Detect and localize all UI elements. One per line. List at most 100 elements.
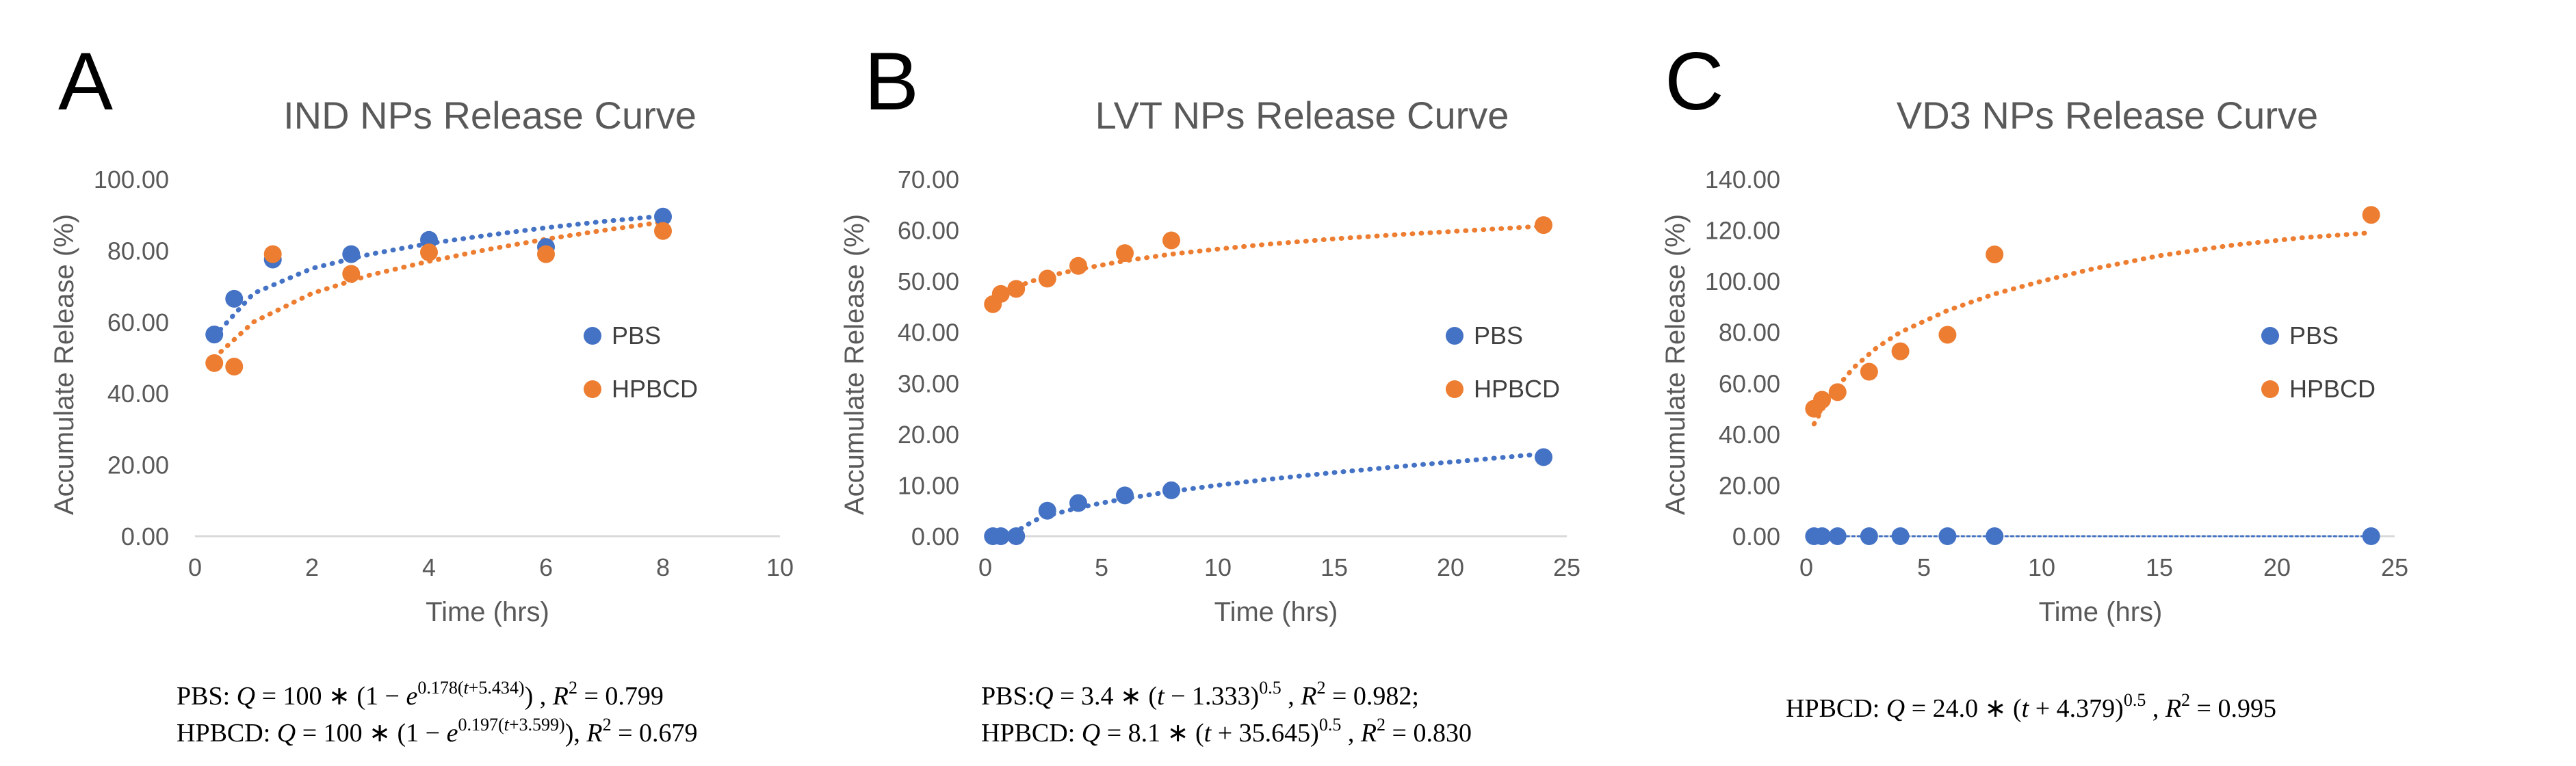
x-tick-label-b: 0 <box>978 553 992 581</box>
legend-marker-hpbcd-c <box>2261 380 2279 398</box>
data-point-hpbcd-c <box>1938 326 1957 344</box>
y-tick-label-a: 100.00 <box>94 166 169 194</box>
formula-b-pbs: PBS:Q = 3.4 ∗ (t − 1.333)0.5 , R2 = 0.98… <box>981 678 1419 711</box>
plot-c: 0.00 20.00 40.00 60.00 80.00 100.00 120.00 140.… <box>1661 166 2408 627</box>
y-tick-label-a: 0.00 <box>121 523 169 551</box>
data-point-hpbcd-a <box>342 265 361 283</box>
data-point-pbs-b <box>1162 481 1180 499</box>
legend-marker-hpbcd-b <box>1446 380 1463 398</box>
x-tick-label-c: 25 <box>2381 553 2408 581</box>
y-axis-title-b: Accumulate Release (%) <box>840 214 870 515</box>
data-point-hpbcd-b <box>1069 256 1087 275</box>
x-axis-title-a: Time (hrs) <box>426 597 549 627</box>
data-point-hpbcd-a <box>420 243 438 262</box>
y-tick-label-c: 140.00 <box>1705 166 1780 194</box>
panel-letter-c: C <box>1665 36 1724 127</box>
data-point-pbs-a <box>205 326 224 344</box>
x-tick-label-c: 0 <box>1799 553 1813 581</box>
data-point-pbs-a <box>420 230 438 249</box>
data-point-hpbcd-c <box>1860 362 1878 381</box>
data-point-hpbcd-a <box>654 222 672 240</box>
y-tick-label-c: 100.00 <box>1705 267 1780 295</box>
legend-marker-pbs-a <box>584 327 601 345</box>
y-axis-title-a: Accumulate Release (%) <box>49 214 79 515</box>
legend-label-pbs-a: PBS <box>612 321 661 349</box>
legend-marker-hpbcd-a <box>584 380 601 398</box>
x-tick-label-c: 10 <box>2028 553 2055 581</box>
legend-label-pbs-b: PBS <box>1474 321 1523 349</box>
y-tick-label-c: 40.00 <box>1719 421 1780 449</box>
x-tick-label-a: 10 <box>766 553 794 581</box>
y-tick-label-c: 120.00 <box>1705 217 1780 245</box>
legend-marker-pbs-c <box>2261 327 2279 345</box>
data-point-hpbcd-a <box>225 358 244 376</box>
data-point-pbs-a <box>342 245 361 263</box>
formula-a-hpbcd: HPBCD: Q = 100 ∗ (1 − e0.197(t+3.599)), … <box>177 715 698 748</box>
legend-marker-pbs-b <box>1446 327 1463 345</box>
x-axis-title-b: Time (hrs) <box>1214 597 1338 627</box>
data-point-hpbcd-c <box>1828 383 1847 401</box>
y-tick-label-b: 30.00 <box>898 369 959 397</box>
data-point-hpbcd-c <box>1986 245 2004 263</box>
data-point-pbs-b <box>1007 527 1026 545</box>
legend-label-hpbcd-a: HPBCD <box>612 375 698 403</box>
data-point-pbs-b <box>1535 448 1552 466</box>
data-point-pbs-c <box>1813 527 1832 545</box>
y-tick-label-a: 60.00 <box>107 308 169 336</box>
chart-title-b: LVT NPs Release Curve <box>1095 94 1509 137</box>
x-tick-label-b: 25 <box>1553 553 1580 581</box>
trendline-hpbcd-b <box>990 224 1546 302</box>
chart-title-a: IND NPs Release Curve <box>283 94 697 137</box>
x-tick-label-b: 10 <box>1204 553 1232 581</box>
panel-a: A IND NPs Release Curve 0.0020.0040.0060… <box>49 36 794 748</box>
x-tick-label-b: 5 <box>1095 553 1108 581</box>
y-tick-label-b: 10.00 <box>898 471 959 499</box>
legend-label-hpbcd-c: HPBCD <box>2289 375 2376 403</box>
data-point-hpbcd-b <box>1007 280 1026 298</box>
plot-b: 0.00 10.00 20.00 30.00 40.00 50.00 60.00 70.00 0… <box>840 166 1580 627</box>
formula-b-hpbcd: HPBCD: Q = 8.1 ∗ (t + 35.645)0.5 , R2 = … <box>981 715 1472 748</box>
y-tick-label-c: 0.00 <box>1732 523 1780 551</box>
data-point-pbs-a <box>225 289 244 308</box>
data-point-pbs-b <box>991 527 1010 545</box>
x-axis-title-c: Time (hrs) <box>2039 597 2163 627</box>
y-tick-label-a: 40.00 <box>107 380 169 408</box>
data-point-hpbcd-a <box>263 245 282 263</box>
x-tick-label-c: 20 <box>2263 553 2291 581</box>
data-point-pbs-c <box>2362 527 2380 545</box>
x-tick-label-a: 6 <box>539 553 553 581</box>
data-point-hpbcd-b <box>1116 244 1134 263</box>
data-point-pbs-c <box>1860 527 1878 545</box>
panel-letter-a: A <box>58 36 113 127</box>
data-point-pbs-b <box>1069 494 1087 512</box>
data-point-pbs-b <box>1038 501 1056 520</box>
legend-label-hpbcd-b: HPBCD <box>1474 375 1560 403</box>
data-point-pbs-c <box>1938 527 1957 545</box>
y-tick-label-b: 20.00 <box>898 421 959 449</box>
y-tick-label-b: 60.00 <box>898 217 959 245</box>
y-tick-label-a: 20.00 <box>107 451 169 479</box>
data-point-hpbcd-a <box>205 354 224 372</box>
y-tick-label-c: 80.00 <box>1719 319 1780 347</box>
x-tick-label-a: 0 <box>188 553 202 581</box>
data-point-hpbcd-c <box>2362 206 2380 224</box>
trendline-pbs-a <box>211 213 666 339</box>
y-tick-label-b: 50.00 <box>898 267 959 295</box>
data-point-hpbcd-a <box>537 245 555 263</box>
x-tick-label-a: 4 <box>422 553 436 581</box>
x-tick-label-a: 8 <box>656 553 670 581</box>
data-point-hpbcd-b <box>1535 216 1552 235</box>
data-point-hpbcd-b <box>991 285 1010 303</box>
data-point-pbs-c <box>1986 527 2004 545</box>
y-tick-label-a: 80.00 <box>107 237 169 265</box>
x-tick-label-c: 15 <box>2146 553 2173 581</box>
y-tick-label-c: 20.00 <box>1719 471 1780 499</box>
x-tick-label-c: 5 <box>1917 553 1931 581</box>
panel-letter-b: B <box>864 36 919 127</box>
data-point-pbs-a <box>654 207 672 226</box>
trendline-pbs-b <box>1013 451 1546 539</box>
y-tick-label-c: 60.00 <box>1719 369 1780 397</box>
plot-a: 0.00 20.00 40.00 60.00 80.00 100.00 0 2 4 6 8 10 Tim… <box>49 166 794 627</box>
data-point-hpbcd-c <box>1813 391 1832 409</box>
